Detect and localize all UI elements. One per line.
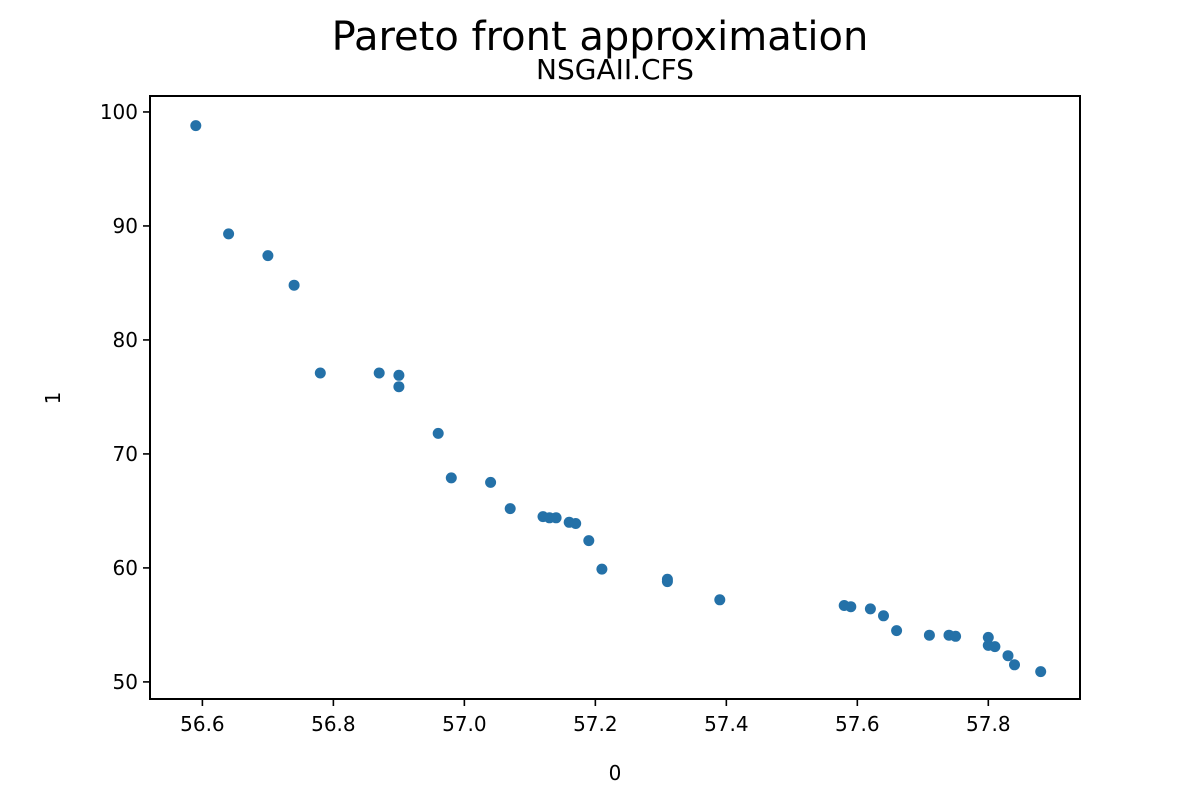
data-point: [393, 369, 405, 381]
y-tick-label: 50: [113, 670, 138, 694]
x-tick-label: 57.6: [835, 712, 880, 736]
x-tick-label: 57.4: [704, 712, 749, 736]
y-axis-ticks: 50 60 70 80 90 100: [100, 100, 150, 694]
x-tick-label: 57.8: [966, 712, 1011, 736]
x-axis-label: 0: [609, 761, 622, 785]
data-point: [989, 641, 1001, 653]
x-tick-label: 57.0: [442, 712, 487, 736]
data-point: [982, 631, 994, 643]
data-point: [314, 367, 326, 379]
data-point: [223, 228, 235, 240]
data-point: [262, 250, 274, 262]
data-points: [190, 120, 1047, 678]
data-point: [864, 603, 876, 615]
data-point: [485, 476, 497, 488]
data-point: [596, 563, 608, 575]
data-point: [373, 367, 385, 379]
chart-title: Pareto front approximation: [332, 14, 869, 60]
data-point: [950, 630, 962, 642]
y-tick-label: 90: [113, 214, 138, 238]
x-tick-label: 56.8: [311, 712, 356, 736]
data-point: [923, 629, 935, 641]
chart-subtitle: NSGAII.CFS: [536, 53, 694, 86]
data-point: [714, 594, 726, 606]
data-point: [1035, 666, 1047, 678]
plot-frame: [149, 95, 1081, 700]
data-point: [878, 610, 889, 622]
data-point: [1009, 659, 1020, 671]
x-tick-label: 56.6: [180, 712, 225, 736]
y-tick-label: 80: [113, 328, 138, 352]
y-tick-label: 60: [113, 556, 138, 580]
x-axis-ticks: 56.6 56.8 57.0 57.2 57.4 57.6 57.8: [180, 699, 1011, 736]
data-point: [550, 512, 562, 524]
data-point: [445, 472, 457, 484]
data-point: [1002, 650, 1014, 662]
data-point: [845, 601, 857, 613]
data-point: [661, 576, 673, 588]
x-tick-label: 57.2: [573, 712, 618, 736]
data-point: [393, 381, 405, 393]
data-point: [504, 503, 516, 515]
y-axis-label: 1: [41, 392, 65, 405]
data-point: [190, 120, 202, 132]
y-tick-label: 70: [113, 442, 138, 466]
data-point: [570, 518, 582, 529]
data-point: [432, 427, 444, 439]
data-point: [288, 279, 300, 291]
data-point: [583, 535, 595, 547]
y-tick-label: 100: [100, 100, 138, 124]
data-point: [891, 625, 903, 637]
